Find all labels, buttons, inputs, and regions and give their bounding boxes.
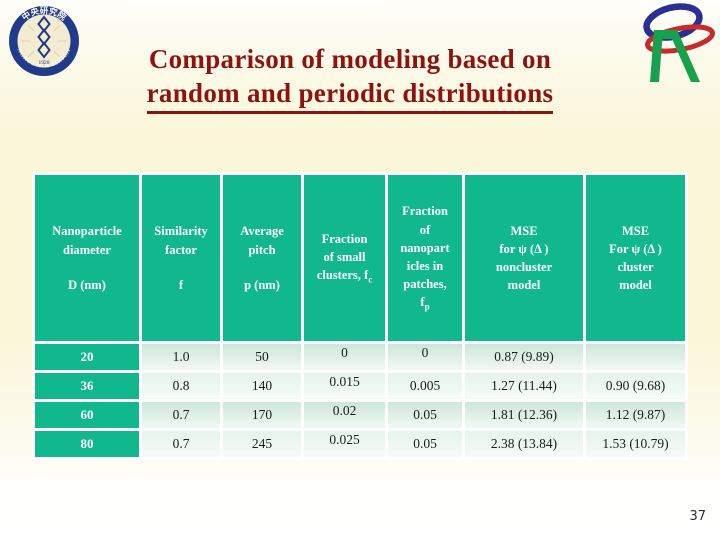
table-cell: 140 [223,373,301,399]
table-cell: 0.025 [304,431,385,457]
table-cell: 1.27 (11.44) [465,373,583,399]
slide-title: Comparison of modeling based on random a… [20,42,680,114]
header-cell-similarity: Similarity factor f [142,175,220,341]
table-cell: 0.7 [142,431,220,457]
title-line-1: Comparison of modeling based on [148,44,552,74]
table-cell: 2.38 (13.84) [465,431,583,457]
header-cell-mse-noncluster: MSE for ψ (Δ ) noncluster model [465,175,583,341]
row-header-cell: 36 [35,373,139,399]
table-header-row: Nanoparticle diameter D (nm) Similarity fact… [35,175,685,341]
title-line-2: random and periodic distributions [20,76,680,114]
table-cell: 0 [388,344,462,370]
header-cell-fraction-small: Fraction of small clusters, fc [304,175,385,341]
academia-sinica-seal-icon: 中央研究院 ACADEMIA SINICA 1928 [9,6,79,76]
table-cell: 0.005 [388,373,462,399]
seal-top-arc-text: 中央研究院 [20,6,69,24]
table-cell: 0.8 [142,373,220,399]
stylized-r-icon [643,3,715,82]
comparison-table-container: Nanoparticle diameter D (nm) Similarity fact… [32,172,688,460]
seal-year-text: 1928 [39,60,50,66]
row-header-cell: 80 [35,431,139,457]
table-cell: 0.90 (9.68) [586,373,685,399]
header-cell-fraction-patches: Fraction of nanopart icles in patches, fp [388,175,462,341]
comparison-table: Nanoparticle diameter D (nm) Similarity fact… [32,172,688,460]
header-cell-pitch: Average pitch p (nm) [223,175,301,341]
table-cell: 0.02 [304,402,385,428]
table-row: 20 1.0 50 0 0 0.87 (9.89) [35,344,685,370]
table-cell [586,344,685,370]
table-cell: 0.7 [142,402,220,428]
table-cell: 0 [304,344,385,370]
research-center-logo [625,2,715,84]
table-cell: 1.81 (12.36) [465,402,583,428]
table-cell: 50 [223,344,301,370]
table-row: 36 0.8 140 0.015 0.005 1.27 (11.44) 0.90 (9.68… [35,373,685,399]
row-header-cell: 20 [35,344,139,370]
table-cell: 1.0 [142,344,220,370]
title-line-2-text: random and periodic distributions [146,76,554,114]
header-cell-diameter: Nanoparticle diameter D (nm) [35,175,139,341]
table-row: 60 0.7 170 0.02 0.05 1.81 (12.36) 1.12 (9.87) [35,402,685,428]
table-cell: 1.53 (10.79) [586,431,685,457]
academia-sinica-logo: 中央研究院 ACADEMIA SINICA 1928 [8,5,80,77]
table-cell: 0.05 [388,431,462,457]
header-cell-mse-cluster: MSE For ψ (Δ ) cluster model [586,175,685,341]
table-cell: 1.12 (9.87) [586,402,685,428]
svg-text:中央研究院: 中央研究院 [20,6,69,24]
row-header-cell: 60 [35,402,139,428]
table-cell: 0.05 [388,402,462,428]
table-cell: 0.015 [304,373,385,399]
page-number: 37 [689,509,706,524]
table-cell: 170 [223,402,301,428]
table-row: 80 0.7 245 0.025 0.05 2.38 (13.84) 1.53 (10.79… [35,431,685,457]
table-cell: 0.87 (9.89) [465,344,583,370]
table-cell: 245 [223,431,301,457]
